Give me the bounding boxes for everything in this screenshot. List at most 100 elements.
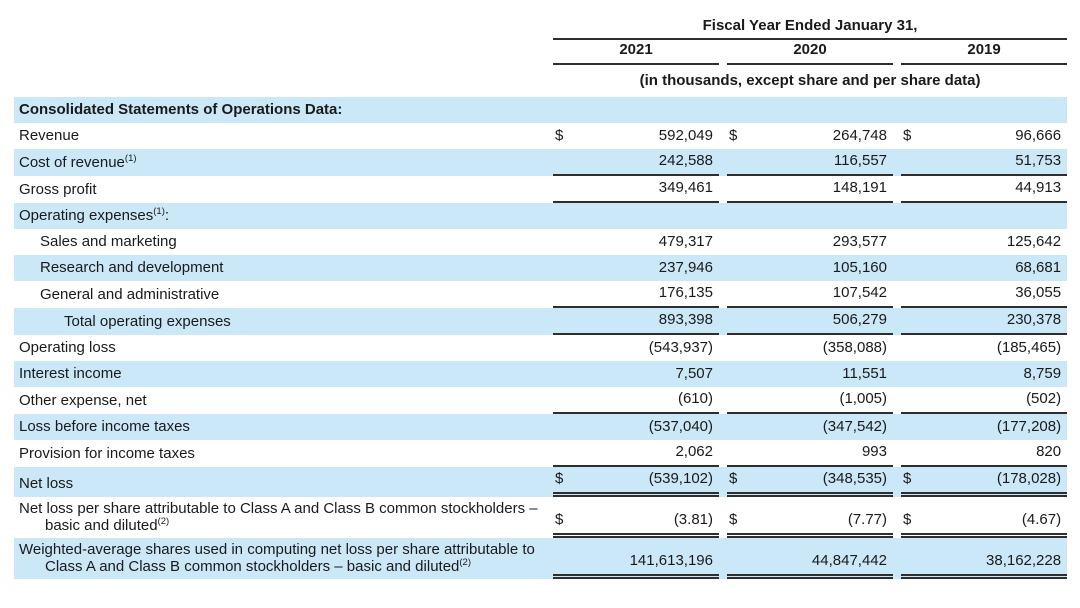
row-label-text: Weighted-average shares used in computin…	[19, 541, 535, 575]
dollar-sign	[553, 440, 575, 467]
value-2021: 349,461	[575, 176, 719, 203]
column-spacer	[893, 538, 901, 579]
dollar-sign	[727, 281, 749, 308]
column-spacer	[545, 203, 553, 229]
column-spacer	[545, 123, 553, 149]
column-spacer	[719, 497, 727, 538]
dollar-sign	[727, 203, 749, 229]
consolidated-statements-of-operations-table: Fiscal Year Ended January 31, 2021 2020 …	[14, 12, 1068, 579]
row-label: Gross profit	[19, 181, 97, 198]
row-label-suffix: :	[164, 207, 170, 224]
value-2021: 479,317	[658, 233, 713, 250]
row-label: Net loss	[14, 467, 545, 497]
table-row: Gross profit 349,461 148,191 44,913	[14, 176, 1068, 203]
row-label-text: Operating expenses	[19, 207, 154, 224]
value-2020	[749, 97, 893, 123]
fiscal-year-header: Fiscal Year Ended January 31,	[553, 12, 1068, 40]
column-spacer	[545, 440, 553, 467]
dollar-sign	[553, 361, 575, 387]
dollar-sign: $	[901, 467, 923, 497]
column-spacer	[719, 361, 727, 387]
value-2021: 237,946	[575, 255, 719, 281]
table-header-row: Fiscal Year Ended January 31,	[14, 12, 1068, 40]
dollar-sign	[553, 149, 575, 176]
column-spacer	[545, 149, 553, 176]
column-spacer	[545, 497, 553, 538]
dollar-sign: $	[903, 127, 912, 144]
column-spacer	[719, 149, 727, 176]
dollar-sign	[901, 203, 923, 229]
dollar-sign	[553, 176, 575, 203]
units-note-row: (in thousands, except share and per shar…	[14, 65, 1067, 97]
column-spacer	[719, 538, 727, 579]
row-label: General and administrative	[40, 286, 220, 303]
column-spacer	[893, 308, 901, 335]
value-2021: 141,613,196	[575, 538, 719, 579]
column-spacer	[893, 149, 901, 176]
table-row: General and administrative 176,135 107,5…	[14, 281, 1068, 308]
value-2021: (610)	[575, 387, 719, 414]
column-spacer	[545, 12, 553, 40]
column-spacer	[545, 361, 553, 387]
value-2021: (543,937)	[648, 339, 713, 356]
value-2020: (347,542)	[749, 414, 893, 440]
table-row: Net loss $ (539,102) $ (348,535) $ (178,028…	[14, 467, 1068, 497]
table-row: Operating expenses(1):	[14, 203, 1068, 229]
value-2019: (502)	[923, 387, 1068, 414]
row-label: Interest income	[14, 361, 545, 387]
row-label: Net loss per share attributable to Class…	[14, 497, 545, 538]
dollar-sign: $	[729, 127, 738, 144]
column-spacer	[719, 255, 727, 281]
value-2021: (539,102)	[575, 467, 719, 497]
column-spacer	[719, 203, 727, 229]
header-empty-cell	[14, 65, 545, 97]
row-label-text: Net loss per share attributable to Class…	[19, 500, 538, 534]
table-row: Research and development 237,946 105,160…	[14, 255, 1068, 281]
table-row: Cost of revenue(1) 242,588 116,557 51,75…	[14, 149, 1068, 176]
footnote-marker: (1)	[153, 206, 165, 217]
dollar-sign	[901, 255, 923, 281]
dollar-sign	[553, 255, 575, 281]
footnote-marker: (2)	[157, 516, 170, 527]
table-row: Total operating expenses 893,398 506,279…	[14, 308, 1068, 335]
row-label: Other expense, net	[19, 392, 147, 409]
column-spacer	[545, 97, 553, 123]
column-spacer	[893, 440, 901, 467]
header-empty-cell	[14, 12, 545, 40]
dollar-sign	[901, 538, 923, 579]
value-2019: 125,642	[1006, 233, 1062, 250]
column-spacer	[545, 387, 553, 414]
section-header: Consolidated Statements of Operations Da…	[14, 97, 545, 123]
value-2019: 96,666	[1015, 127, 1062, 144]
value-2020: 148,191	[749, 176, 893, 203]
dollar-sign	[901, 361, 923, 387]
column-spacer	[719, 40, 727, 65]
value-2020: (7.77)	[749, 497, 893, 538]
value-2021: 2,062	[575, 440, 719, 467]
footnote-marker: (2)	[459, 557, 472, 568]
dollar-sign	[553, 308, 575, 335]
row-label: Loss before income taxes	[14, 414, 545, 440]
value-2020: (358,088)	[822, 339, 887, 356]
column-spacer	[893, 497, 901, 538]
dollar-sign	[901, 414, 923, 440]
column-spacer	[893, 361, 901, 387]
table-row: Weighted-average shares used in computin…	[14, 538, 1068, 579]
table-row: Revenue $592,049 $264,748 $96,666	[14, 123, 1067, 149]
dollar-sign	[553, 97, 575, 123]
value-2021: 7,507	[575, 361, 719, 387]
value-2020: 293,577	[832, 233, 887, 250]
column-spacer	[893, 123, 901, 149]
dollar-sign: $	[553, 497, 575, 538]
dollar-sign: $	[553, 467, 575, 497]
dollar-sign	[901, 229, 923, 255]
value-2020: 11,551	[749, 361, 893, 387]
value-2020: 44,847,442	[749, 538, 893, 579]
value-2020: 116,557	[749, 149, 893, 176]
dollar-sign: $	[727, 497, 749, 538]
table-row: Interest income 7,507 11,551 8,759	[14, 361, 1068, 387]
footnote-marker: (1)	[124, 153, 137, 164]
column-spacer	[719, 229, 727, 255]
row-label: Revenue	[19, 127, 80, 144]
table-row: Provision for income taxes 2,062 993 820	[14, 440, 1068, 467]
